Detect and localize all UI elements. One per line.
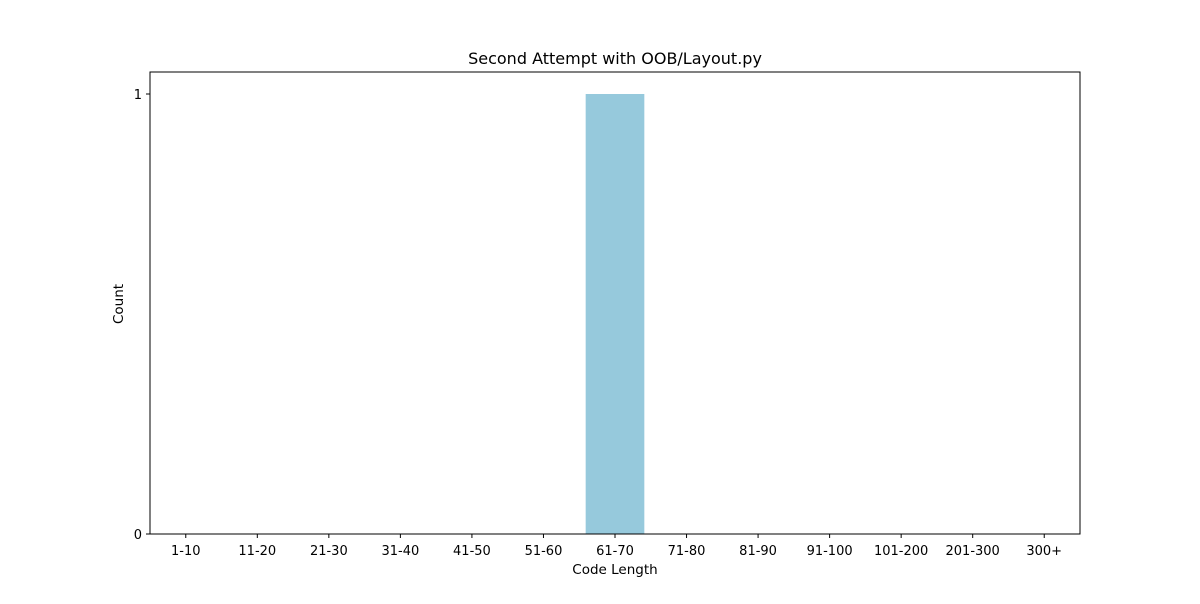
bars-layer: [585, 94, 645, 534]
x-tick-label: 101-200: [874, 544, 928, 559]
x-tick-label: 11-20: [238, 544, 276, 559]
x-tick-label: 51-60: [525, 544, 563, 559]
x-tick-label: 91-100: [807, 544, 853, 559]
x-axis-label: Code Length: [572, 562, 657, 578]
bar-61-70: [585, 94, 645, 534]
x-tick-label: 21-30: [310, 544, 348, 559]
chart-title: Second Attempt with OOB/Layout.py: [468, 49, 762, 68]
y-axis-label: Count: [111, 284, 127, 324]
x-tick-label: 300+: [1026, 544, 1062, 559]
y-axis: 01: [134, 88, 150, 543]
x-axis: 1-10 11-20 21-30 31-40 41-50 51-60 61-70 71-80 8…: [171, 534, 1062, 559]
y-tick-label: 0: [134, 528, 142, 543]
x-tick-label: 41-50: [453, 544, 491, 559]
x-tick-label: 81-90: [739, 544, 777, 559]
x-tick-label: 201-300: [946, 544, 1000, 559]
x-tick-label: 31-40: [381, 544, 419, 559]
x-tick-label: 1-10: [171, 544, 201, 559]
x-tick-label: 71-80: [668, 544, 706, 559]
x-tick-label: 61-70: [596, 544, 634, 559]
y-tick-label: 1: [134, 88, 142, 103]
